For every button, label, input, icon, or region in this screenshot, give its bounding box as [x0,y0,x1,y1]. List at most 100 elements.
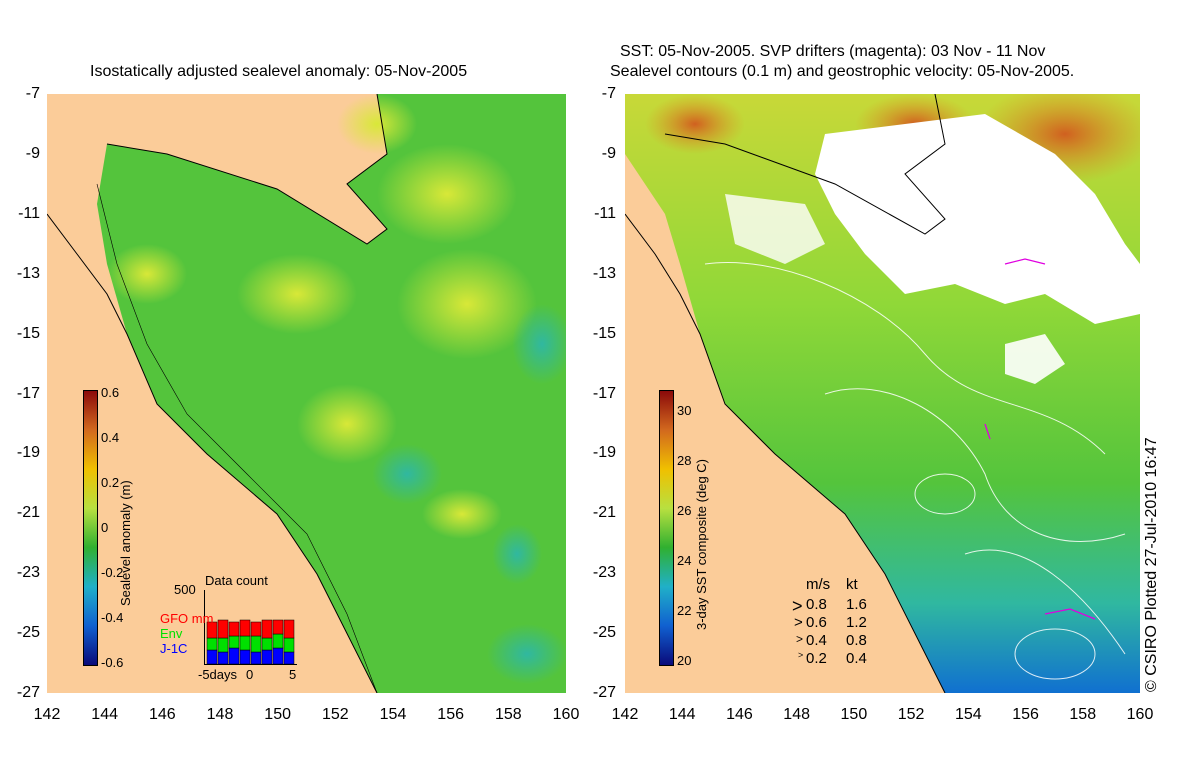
x-tick-label: 154 [954,706,982,723]
y-tick-label: -11 [594,204,616,222]
velocity-legend-row: >0.2 0.4 [780,650,880,668]
x-tick-label: 160 [1126,706,1154,723]
sst-map [625,94,1140,693]
data-count-max: 500 [174,582,196,597]
legend-gfo: GFO mm [160,611,214,626]
y-tick-label: -23 [16,564,40,582]
velocity-legend-row: >0.8 1.6 [780,596,880,616]
left-map-title: Isostatically adjusted sealevel anomaly:… [90,63,468,80]
negative-anomaly-blobs [372,304,566,684]
y-tick-label: -15 [592,324,616,342]
coastline-aus [47,213,378,693]
colorbar-tick-label: 0.2 [101,475,120,490]
colorbar-tick-label: 0 [101,520,109,535]
data-count-xlabel-start: -5days [198,667,238,682]
data-count-bar [283,637,295,653]
data-count-bar [206,649,218,664]
colorbar-tick-label: 28 [677,453,692,468]
positive-anomaly-blobs [107,94,537,539]
colorbar-tick-label: 0.4 [101,430,120,445]
velocity-kt-value: 1.2 [846,614,867,631]
velocity-legend-row: >0.4 0.8 [780,632,880,650]
sealevel-colorbar [83,390,98,666]
x-tick-label: 146 [148,706,176,723]
y-tick-label: -27 [16,684,40,701]
right-map-title-line2: Sealevel contours (0.1 m) and geostrophi… [610,63,1075,80]
data-count-bar [261,637,273,651]
legend-j1c: J-1C [160,641,188,656]
x-tick-label: 154 [379,706,407,723]
y-tick-label: -23 [592,564,616,582]
velocity-ms-value: 0.4 [806,632,827,649]
x-tick-label: 152 [321,706,349,723]
legend-env: Env [160,626,183,641]
x-tick-label: 142 [33,706,61,723]
data-count-bar [228,647,240,664]
y-tick-label: -9 [25,144,40,162]
colorbar-tick-label: 22 [677,603,692,618]
velocity-kt-value: 0.8 [846,632,867,649]
y-tick-label: -15 [16,324,40,342]
velocity-arrow-icon: > [798,650,804,660]
coastline-aus [625,213,946,693]
y-tick-label: -17 [592,384,616,402]
data-count-bar [283,651,295,664]
sealevel-anomaly-map [47,94,566,693]
velocity-ms-value: 0.6 [806,614,827,631]
colorbar-tick-label: 26 [677,503,692,518]
velocity-ms-value: 0.2 [806,650,827,667]
y-tick-label: -19 [16,444,40,462]
x-tick-label: 156 [1012,706,1039,723]
data-count-bar [206,621,218,639]
data-count-xlabel-end: 5 [289,667,297,682]
data-count-title: Data count [205,573,268,588]
data-count-bar [250,651,262,664]
data-count-bar [217,619,229,639]
plot-credit: © CSIRO Plotted 27-Jul-2010 16:47 [1143,437,1160,692]
data-count-bar [250,621,262,637]
colorbar-tick-label: 0.6 [101,385,120,400]
colorbar-tick-label: 30 [677,403,692,418]
x-tick-label: 144 [668,706,696,723]
velocity-header-kt: kt [846,576,858,593]
data-count-bar [272,647,284,664]
y-tick-label: -11 [18,204,40,222]
data-count-bar [206,637,218,651]
cloud-mask [725,114,1140,384]
colorbar-tick-label: 20 [677,653,692,668]
velocity-ms-value: 0.8 [806,596,827,613]
data-count-bar [239,619,251,637]
colorbar-tick-label: -0.4 [101,610,124,625]
y-tick-label: -13 [592,264,616,282]
velocity-kt-value: 0.4 [846,650,867,667]
x-tick-label: 160 [552,706,580,723]
right-map-title-line1: SST: 05-Nov-2005. SVP drifters (magenta)… [620,43,1046,60]
data-count-xlabel-zero: 0 [246,667,254,682]
x-tick-label: 144 [91,706,118,723]
y-tick-label: -9 [601,144,616,162]
data-count-bar [283,619,295,639]
x-tick-label: 146 [726,706,753,723]
velocity-arrow-icon: > [792,596,803,616]
y-tick-label: -21 [16,504,40,522]
coastline-png [664,94,946,235]
velocity-header-ms: m/s [806,576,831,593]
y-tick-label: -7 [25,85,40,102]
coastline-png [106,94,388,245]
sst-colorbar-label: 3-day SST composite (deg C) [694,459,709,630]
y-tick-label: -25 [592,624,616,642]
x-tick-label: 150 [840,706,868,723]
y-tick-label: -27 [592,684,616,701]
data-count-bar [217,651,229,664]
y-tick-label: -13 [16,264,40,282]
isobath [96,183,378,693]
data-count-chart [204,590,297,665]
colorbar-tick-label: 24 [677,553,692,568]
data-count-bar [239,649,251,664]
velocity-legend: m/s kt >0.8 1.6 >0.6 1.2 >0.4 0.8 >0.2 0.4 [780,576,880,668]
data-count-bar [272,619,284,635]
y-tick-label: -7 [601,85,616,102]
x-tick-label: 158 [1069,706,1097,723]
velocity-kt-value: 1.6 [846,596,867,613]
x-tick-label: 148 [206,706,234,723]
